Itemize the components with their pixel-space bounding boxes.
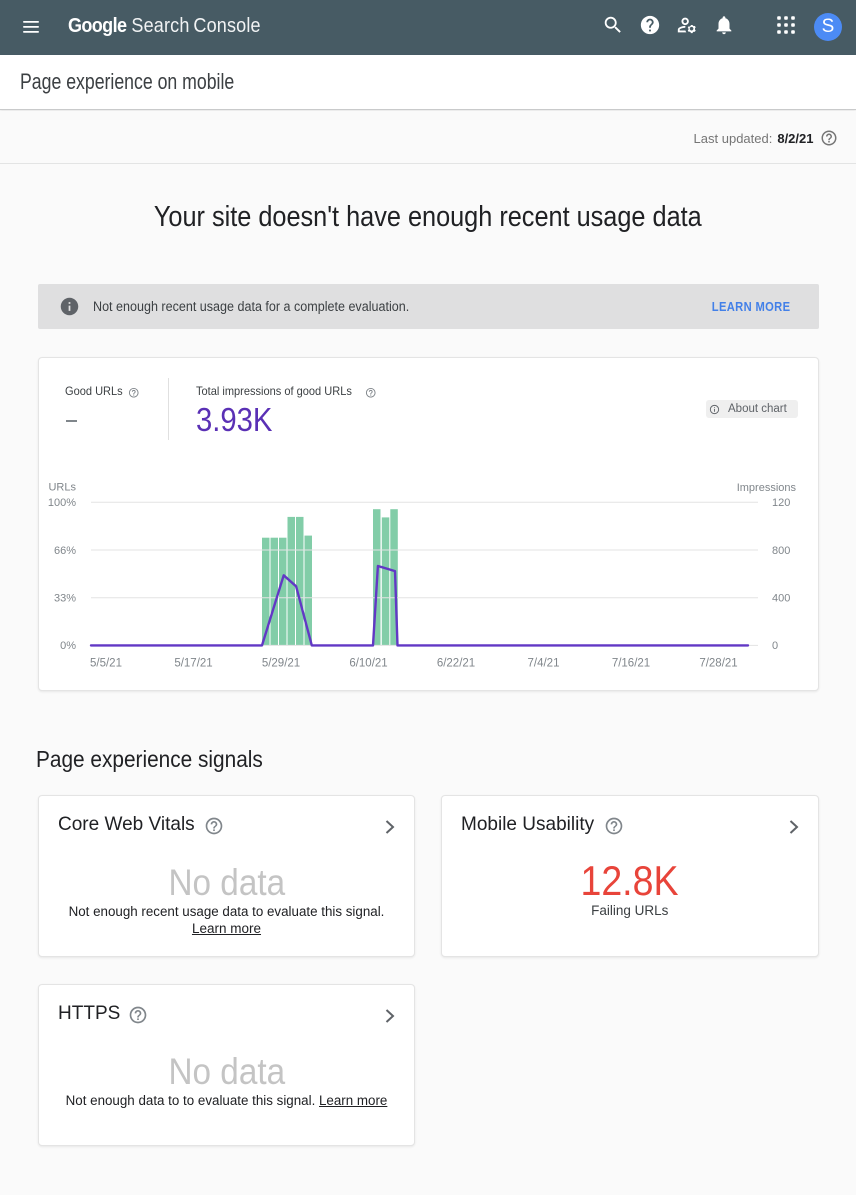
svg-text:0: 0 (772, 640, 778, 652)
svg-text:0%: 0% (60, 640, 76, 652)
svg-text:6/10/21: 6/10/21 (349, 658, 387, 670)
svg-text:7/16/21: 7/16/21 (612, 658, 650, 670)
svg-text:66%: 66% (54, 545, 76, 557)
svg-text:5/5/21: 5/5/21 (90, 658, 122, 670)
svg-text:800: 800 (772, 545, 790, 557)
svg-text:7/28/21: 7/28/21 (699, 658, 737, 670)
svg-text:120: 120 (772, 497, 790, 509)
svg-text:400: 400 (772, 593, 790, 605)
svg-text:5/17/21: 5/17/21 (174, 658, 212, 670)
svg-text:100%: 100% (48, 497, 76, 509)
svg-text:7/4/21: 7/4/21 (528, 658, 560, 670)
svg-text:URLs: URLs (48, 482, 76, 494)
svg-text:Impressions: Impressions (737, 482, 797, 494)
svg-text:33%: 33% (54, 593, 76, 605)
svg-text:5/29/21: 5/29/21 (262, 658, 300, 670)
svg-text:6/22/21: 6/22/21 (437, 658, 475, 670)
